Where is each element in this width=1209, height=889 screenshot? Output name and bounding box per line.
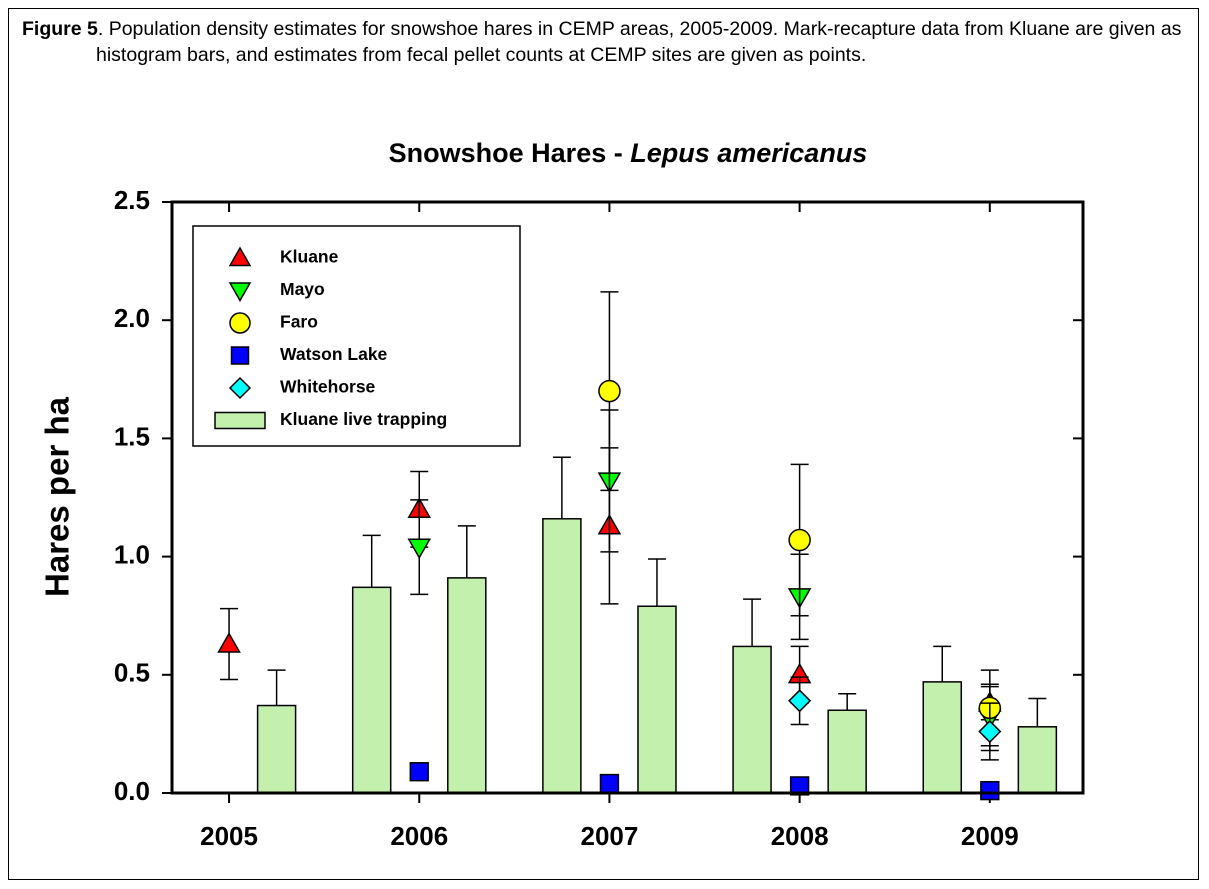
error-bar [552, 456, 571, 519]
bar [351, 586, 392, 794]
bar [732, 645, 772, 794]
y-tick-label: 0.5 [114, 658, 150, 688]
error-bar [933, 645, 952, 682]
caption: Figure 5. Population density estimates f… [22, 16, 1209, 68]
y-axis-label: Hares per ha [39, 396, 76, 597]
x-tick-label: 2007 [581, 821, 639, 851]
error-bar [362, 534, 381, 588]
y-tick-label: 0.0 [114, 776, 150, 806]
plot-frame [170, 200, 1085, 795]
caption-label: Figure 5 [22, 18, 98, 40]
x-tick-label: 2009 [961, 821, 1019, 851]
legend-label: Faro [280, 312, 318, 332]
error-bar [267, 669, 286, 706]
error-bar [1028, 697, 1047, 727]
y-tick-label: 2.5 [114, 185, 150, 215]
legend-label: Kluane live trapping [280, 409, 447, 429]
caption-text: . Population density estimates for snows… [96, 18, 1182, 66]
point [409, 762, 429, 782]
legend-marker [230, 346, 250, 365]
y-tick-label: 1.5 [114, 421, 150, 451]
legend-label: Kluane [280, 247, 339, 267]
y-tick-label: 1.0 [114, 539, 150, 569]
point [598, 379, 621, 403]
point [407, 538, 432, 560]
legend-marker [228, 282, 252, 303]
legend-label: Mayo [280, 279, 325, 299]
x-tick-label: 2008 [771, 821, 829, 851]
point [788, 528, 811, 552]
point [789, 776, 810, 796]
point [980, 780, 1000, 801]
x-tick-label: 2006 [390, 821, 448, 851]
y-tick-label: 2.0 [114, 303, 150, 333]
bar [542, 518, 582, 794]
chart-title: Snowshoe Hares - Lepus americanus [389, 138, 868, 168]
legend-swatch [214, 411, 266, 430]
bar [256, 704, 297, 794]
bar [1017, 726, 1058, 794]
error-bar [457, 525, 476, 578]
point [978, 719, 1002, 744]
figure-frame [8, 8, 1199, 880]
bar [827, 709, 867, 794]
legend-label: Whitehorse [280, 377, 376, 397]
error-bar [647, 558, 666, 607]
title-main: Snowshoe Hares - [389, 138, 631, 168]
bar [447, 577, 487, 794]
title-italic: Lepus americanus [630, 138, 867, 168]
x-tick-label: 2005 [200, 821, 258, 851]
point [217, 632, 241, 653]
legend-marker [228, 246, 252, 267]
bar [922, 681, 963, 794]
point [788, 689, 812, 713]
error-bar [743, 598, 762, 647]
legend-marker [229, 312, 251, 334]
point [599, 773, 620, 794]
legend-label: Watson Lake [280, 344, 388, 364]
error-bar [838, 692, 857, 711]
legend-marker [228, 376, 252, 400]
bar [637, 605, 677, 794]
